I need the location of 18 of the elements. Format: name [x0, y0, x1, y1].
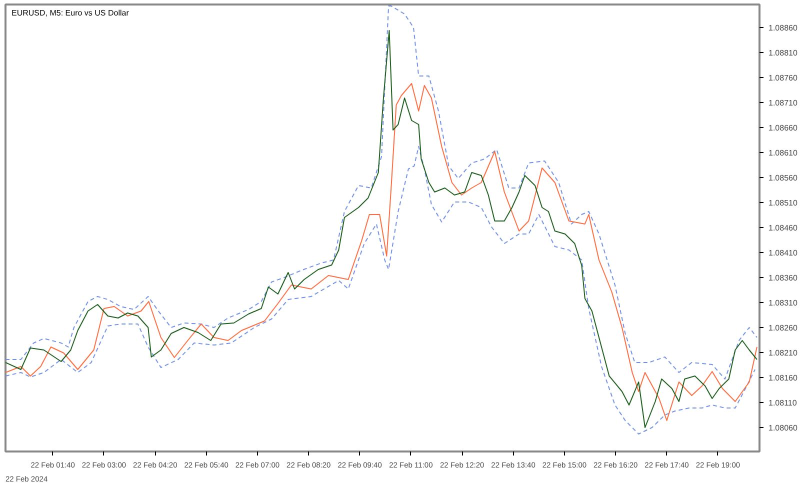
y-tick-label: 1.08310 [768, 298, 798, 308]
y-tick-label: 1.08110 [768, 398, 798, 408]
y-tick-label: 1.08660 [768, 124, 798, 132]
y-tick-label: 1.08060 [768, 424, 798, 432]
y-tick-label: 1.08510 [768, 198, 798, 208]
text: EURUSD, M5: Euro vs US Dollar [12, 8, 130, 18]
y-tick-label: 1.08410 [768, 248, 798, 258]
y-tick-label: 1.08560 [768, 174, 798, 182]
y-tick-label: 1.08760 [768, 74, 798, 82]
y-tick-label: 1.08360 [768, 274, 798, 282]
y-tick-label: 1.08860 [768, 24, 798, 32]
y-tick-label: 1.08260 [768, 324, 798, 332]
y-tick-label: 1.08210 [768, 348, 798, 358]
y-tick-label: 1.08810 [768, 48, 798, 58]
y-tick-label: 1.08610 [768, 148, 798, 158]
y-tick-label: 1.08160 [768, 374, 798, 382]
y-tick-label: 1.08710 [768, 98, 798, 108]
y-tick-label: 1.08460 [768, 224, 798, 232]
